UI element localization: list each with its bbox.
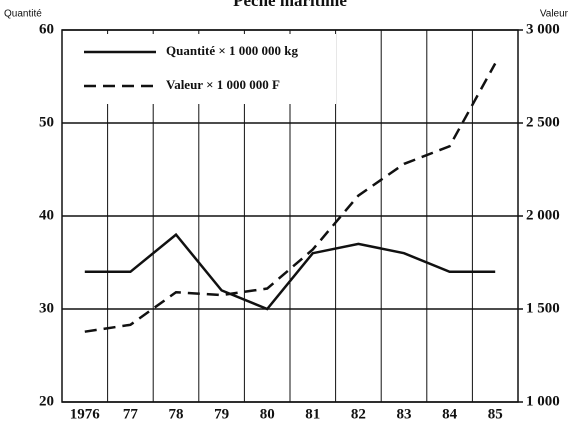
y2-axis-label: Valeur xyxy=(540,9,569,20)
legend-label: Valeur × 1 000 000 F xyxy=(166,77,280,92)
y2-tick-label: 3 000 xyxy=(526,21,560,37)
x-tick-label: 83 xyxy=(397,406,412,422)
x-tick-label: 78 xyxy=(169,406,184,422)
chart-title: Pêche maritime xyxy=(233,0,347,10)
series-line xyxy=(84,62,497,333)
legend-label: Quantité × 1 000 000 kg xyxy=(166,43,298,58)
legend-background xyxy=(66,34,336,104)
y-tick-label: 50 xyxy=(39,114,54,130)
x-tick-label: 80 xyxy=(260,406,275,422)
x-tick-label: 85 xyxy=(488,406,503,422)
x-tick-label: 1976 xyxy=(70,406,101,422)
x-tick-label: 77 xyxy=(123,406,139,422)
x-tick-label: 81 xyxy=(305,406,320,422)
y-tick-label: 30 xyxy=(39,300,54,316)
series-line xyxy=(84,232,496,311)
y-tick-label: 60 xyxy=(39,21,54,37)
y2-tick-label: 1 500 xyxy=(526,300,560,316)
x-tick-label: 84 xyxy=(442,406,458,422)
y-tick-label: 20 xyxy=(39,393,54,409)
x-tick-label: 82 xyxy=(351,406,366,422)
y-axis-label: Quantité xyxy=(4,9,42,20)
y2-tick-label: 2 000 xyxy=(526,207,560,223)
y2-tick-label: 1 000 xyxy=(526,393,560,409)
x-tick-label: 79 xyxy=(214,406,229,422)
y2-tick-label: 2 500 xyxy=(526,114,560,130)
y-tick-label: 40 xyxy=(39,207,54,223)
